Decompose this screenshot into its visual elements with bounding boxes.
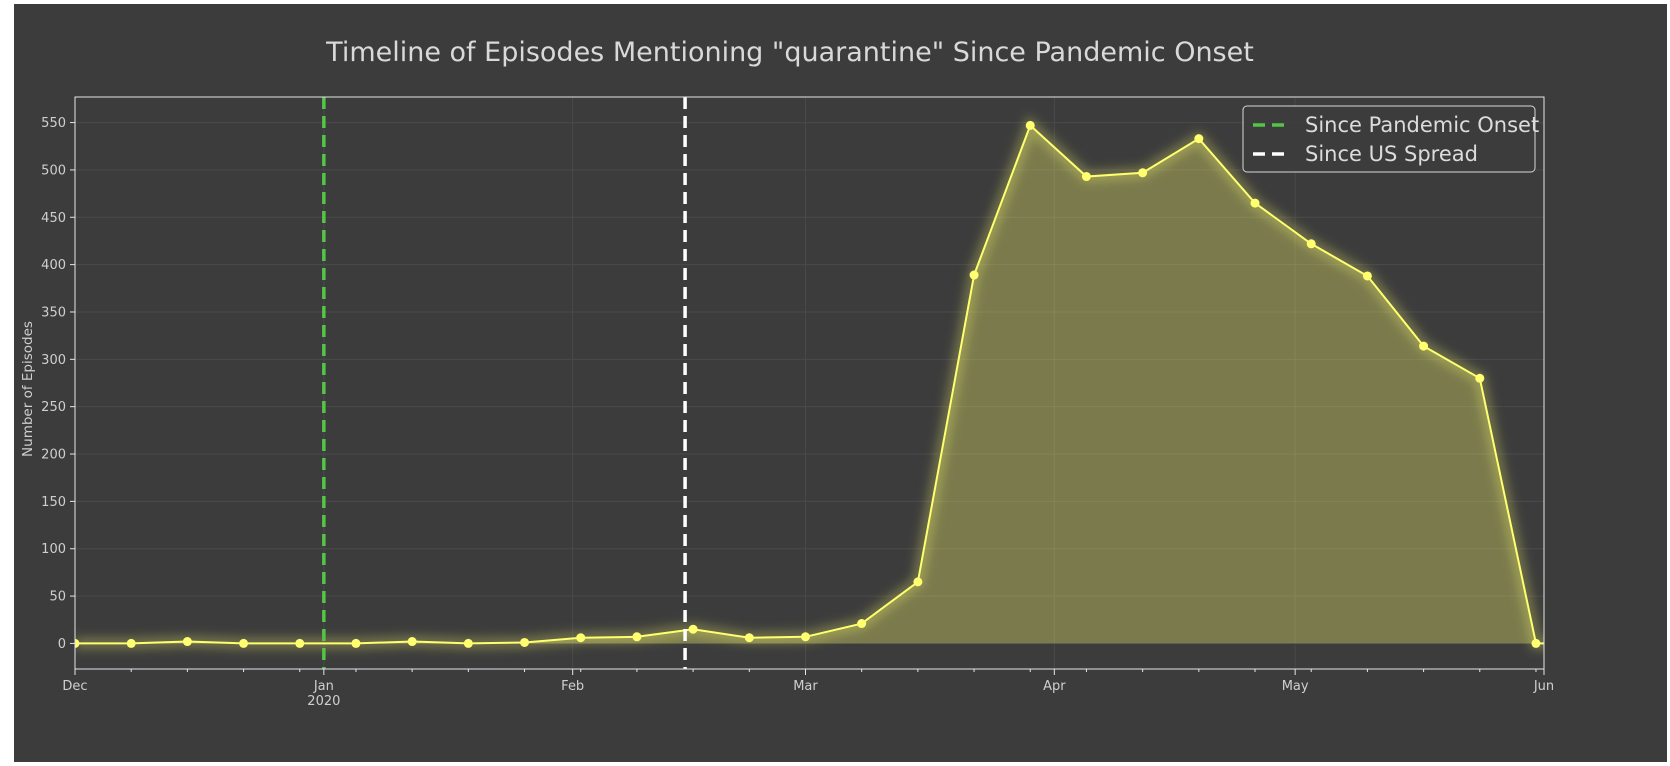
x-tick-label: Mar — [793, 679, 818, 694]
data-point — [182, 637, 192, 647]
data-point — [800, 632, 810, 642]
data-point — [126, 638, 136, 648]
x-tick-label: Jan — [313, 679, 334, 694]
series-area-fill — [75, 125, 1544, 644]
y-tick-label: 400 — [41, 258, 66, 273]
chart-svg: Timeline of Episodes Mentioning "quarant… — [20, 37, 1597, 709]
data-point — [463, 638, 473, 648]
data-point — [1419, 341, 1429, 351]
chart-figure: Timeline of Episodes Mentioning "quarant… — [14, 4, 1667, 762]
x-tick-label: Dec — [62, 679, 87, 694]
y-tick-label: 500 — [41, 163, 66, 178]
data-point — [857, 619, 867, 629]
plot-frame — [74, 96, 1545, 670]
x-tick-label: Apr — [1043, 679, 1066, 694]
data-point — [1081, 172, 1091, 182]
legend-box — [1242, 105, 1536, 173]
data-point — [913, 577, 923, 587]
data-point — [75, 638, 80, 648]
x-tick-label: May — [1282, 679, 1309, 694]
series-line — [75, 123, 1544, 645]
data-point — [351, 638, 361, 648]
y-tick-label: 450 — [41, 211, 66, 226]
plot-area — [75, 97, 1597, 669]
chart-title: Timeline of Episodes Mentioning "quarant… — [325, 37, 1254, 68]
legend-label-since-us-spread: Since US Spread — [1305, 142, 1478, 166]
y-tick-label: 50 — [49, 590, 66, 605]
data-point — [632, 632, 642, 642]
data-point — [688, 624, 698, 634]
x-tick-sublabel: 2020 — [307, 694, 340, 709]
data-point — [295, 638, 305, 648]
x-tick-label: Jun — [1533, 679, 1554, 694]
x-tick-label: Feb — [561, 679, 584, 694]
data-point — [1362, 271, 1372, 281]
y-tick-label: 150 — [41, 495, 66, 510]
data-point — [1025, 120, 1035, 130]
y-tick-label: 200 — [41, 448, 66, 463]
data-point — [1194, 134, 1204, 144]
legend-label-since-pandemic-onset: Since Pandemic Onset — [1305, 113, 1539, 137]
data-point — [1138, 168, 1148, 178]
data-point — [239, 638, 249, 648]
data-point — [407, 637, 417, 647]
data-point — [1306, 239, 1316, 249]
legend: Since Pandemic Onset Since US Spread — [1242, 105, 1539, 173]
data-point — [969, 270, 979, 280]
y-axis-label: Number of Episodes — [20, 321, 36, 457]
y-tick-label: 250 — [41, 400, 66, 415]
y-tick-label: 0 — [58, 637, 66, 652]
data-point — [744, 633, 754, 643]
data-point — [520, 637, 530, 647]
data-point — [1475, 373, 1485, 383]
y-tick-label: 100 — [41, 542, 66, 557]
data-point — [1250, 198, 1260, 208]
data-point — [576, 633, 586, 643]
y-tick-label: 300 — [41, 353, 66, 368]
axes: 0 50 100 150 200 250 300 350 400 450 500 550 Dec Jan2… — [41, 96, 1554, 709]
data-point — [1531, 638, 1541, 648]
data-point — [1588, 639, 1597, 648]
y-tick-label: 350 — [41, 305, 66, 320]
y-tick-label: 550 — [41, 116, 66, 131]
